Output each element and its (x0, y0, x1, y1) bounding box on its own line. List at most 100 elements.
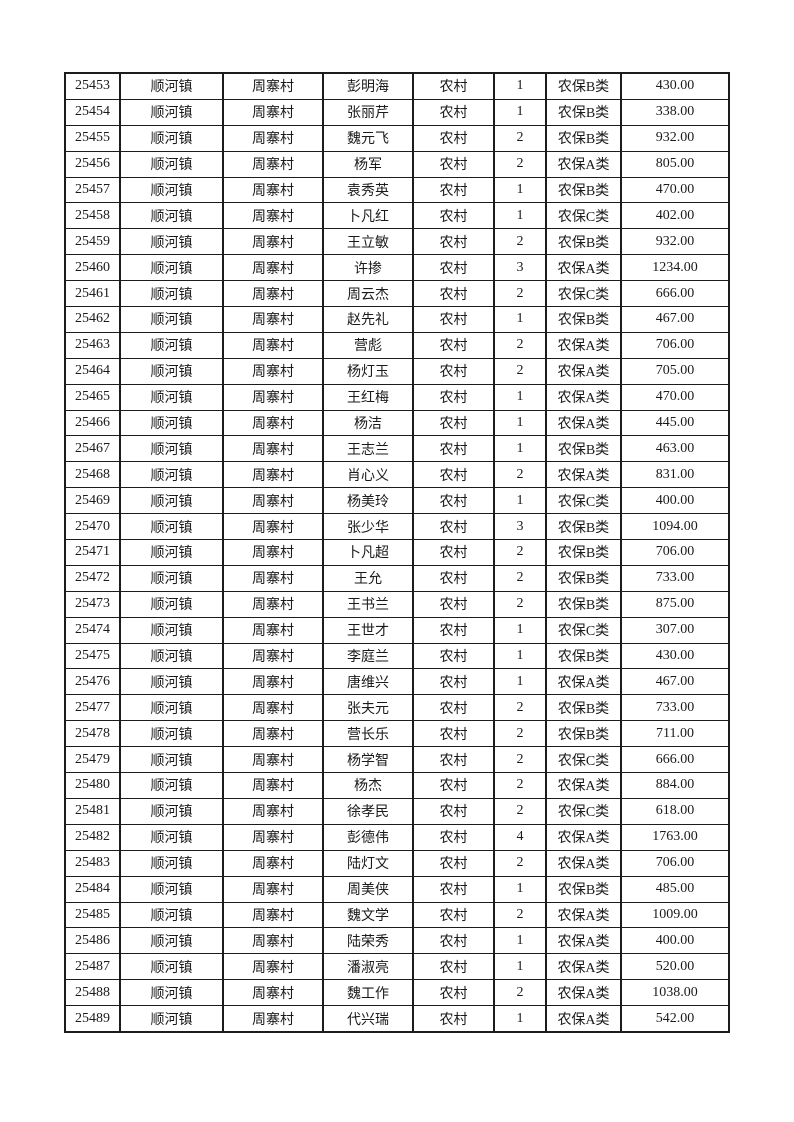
cell-persons: 1 (493, 953, 547, 981)
cell-category: 农保B类 (545, 435, 622, 463)
cell-village: 周寨村 (222, 953, 324, 981)
cell-village: 周寨村 (222, 797, 324, 825)
cell-town: 顺河镇 (119, 124, 224, 152)
cell-id: 25481 (64, 797, 121, 825)
cell-persons: 2 (493, 694, 547, 722)
cell-town: 顺河镇 (119, 513, 224, 541)
cell-village: 周寨村 (222, 461, 324, 489)
cell-town: 顺河镇 (119, 668, 224, 696)
cell-town: 顺河镇 (119, 150, 224, 178)
table-row: 25483 顺河镇 周寨村 陆灯文 农村 2 农保A类 706.00 (64, 849, 730, 877)
cell-persons: 2 (493, 331, 547, 359)
cell-town: 顺河镇 (119, 849, 224, 877)
cell-amount: 932.00 (620, 228, 730, 256)
cell-village: 周寨村 (222, 72, 324, 100)
cell-amount: 831.00 (620, 461, 730, 489)
cell-amount: 307.00 (620, 616, 730, 644)
cell-category: 农保A类 (545, 409, 622, 437)
cell-id: 25456 (64, 150, 121, 178)
cell-area-type: 农村 (412, 98, 495, 126)
cell-category: 农保B类 (545, 720, 622, 748)
cell-village: 周寨村 (222, 746, 324, 774)
cell-area-type: 农村 (412, 979, 495, 1007)
cell-area-type: 农村 (412, 849, 495, 877)
table-row: 25486 顺河镇 周寨村 陆荣秀 农村 1 农保A类 400.00 (64, 927, 730, 955)
cell-category: 农保A类 (545, 331, 622, 359)
cell-category: 农保A类 (545, 461, 622, 489)
cell-name: 周云杰 (322, 280, 414, 308)
cell-village: 周寨村 (222, 616, 324, 644)
table-row: 25489 顺河镇 周寨村 代兴瑞 农村 1 农保A类 542.00 (64, 1005, 730, 1033)
cell-town: 顺河镇 (119, 176, 224, 204)
cell-persons: 1 (493, 927, 547, 955)
table-row: 25453 顺河镇 周寨村 彭明海 农村 1 农保B类 430.00 (64, 72, 730, 100)
cell-category: 农保A类 (545, 1005, 622, 1033)
cell-name: 卜凡红 (322, 202, 414, 230)
cell-id: 25455 (64, 124, 121, 152)
table-row: 25487 顺河镇 周寨村 潘淑亮 农村 1 农保A类 520.00 (64, 953, 730, 981)
cell-category: 农保B类 (545, 176, 622, 204)
cell-category: 农保A类 (545, 254, 622, 282)
cell-town: 顺河镇 (119, 357, 224, 385)
cell-id: 25474 (64, 616, 121, 644)
cell-persons: 2 (493, 228, 547, 256)
cell-amount: 542.00 (620, 1005, 730, 1033)
cell-town: 顺河镇 (119, 797, 224, 825)
cell-category: 农保B类 (545, 513, 622, 541)
cell-name: 彭明海 (322, 72, 414, 100)
cell-village: 周寨村 (222, 539, 324, 566)
cell-village: 周寨村 (222, 176, 324, 204)
cell-id: 25465 (64, 383, 121, 411)
cell-category: 农保C类 (545, 746, 622, 774)
cell-persons: 2 (493, 124, 547, 152)
cell-village: 周寨村 (222, 306, 324, 333)
table-row: 25456 顺河镇 周寨村 杨军 农村 2 农保A类 805.00 (64, 150, 730, 178)
table-row: 25473 顺河镇 周寨村 王书兰 农村 2 农保B类 875.00 (64, 590, 730, 618)
cell-persons: 1 (493, 202, 547, 230)
cell-town: 顺河镇 (119, 383, 224, 411)
cell-area-type: 农村 (412, 720, 495, 748)
table-row: 25454 顺河镇 周寨村 张丽芹 农村 1 农保B类 338.00 (64, 98, 730, 126)
cell-persons: 4 (493, 823, 547, 851)
cell-town: 顺河镇 (119, 901, 224, 929)
cell-id: 25468 (64, 461, 121, 489)
cell-id: 25459 (64, 228, 121, 256)
cell-name: 王志兰 (322, 435, 414, 463)
cell-amount: 1094.00 (620, 513, 730, 541)
cell-persons: 3 (493, 513, 547, 541)
cell-village: 周寨村 (222, 564, 324, 592)
cell-amount: 1038.00 (620, 979, 730, 1007)
cell-persons: 1 (493, 487, 547, 515)
cell-village: 周寨村 (222, 487, 324, 515)
cell-town: 顺河镇 (119, 875, 224, 903)
cell-category: 农保B类 (545, 72, 622, 100)
cell-area-type: 农村 (412, 539, 495, 566)
cell-id: 25482 (64, 823, 121, 851)
cell-category: 农保A类 (545, 383, 622, 411)
cell-id: 25485 (64, 901, 121, 929)
cell-category: 农保B类 (545, 564, 622, 592)
cell-village: 周寨村 (222, 98, 324, 126)
cell-name: 潘淑亮 (322, 953, 414, 981)
cell-amount: 463.00 (620, 435, 730, 463)
cell-amount: 932.00 (620, 124, 730, 152)
cell-amount: 402.00 (620, 202, 730, 230)
cell-amount: 706.00 (620, 849, 730, 877)
cell-area-type: 农村 (412, 254, 495, 282)
cell-persons: 1 (493, 176, 547, 204)
cell-area-type: 农村 (412, 927, 495, 955)
cell-id: 25488 (64, 979, 121, 1007)
cell-id: 25487 (64, 953, 121, 981)
cell-category: 农保A类 (545, 357, 622, 385)
cell-name: 陆灯文 (322, 849, 414, 877)
cell-village: 周寨村 (222, 772, 324, 799)
cell-persons: 2 (493, 849, 547, 877)
cell-town: 顺河镇 (119, 746, 224, 774)
cell-town: 顺河镇 (119, 72, 224, 100)
table-row: 25463 顺河镇 周寨村 营彪 农村 2 农保A类 706.00 (64, 331, 730, 359)
cell-area-type: 农村 (412, 383, 495, 411)
cell-village: 周寨村 (222, 901, 324, 929)
cell-category: 农保B类 (545, 98, 622, 126)
cell-persons: 2 (493, 590, 547, 618)
cell-id: 25454 (64, 98, 121, 126)
